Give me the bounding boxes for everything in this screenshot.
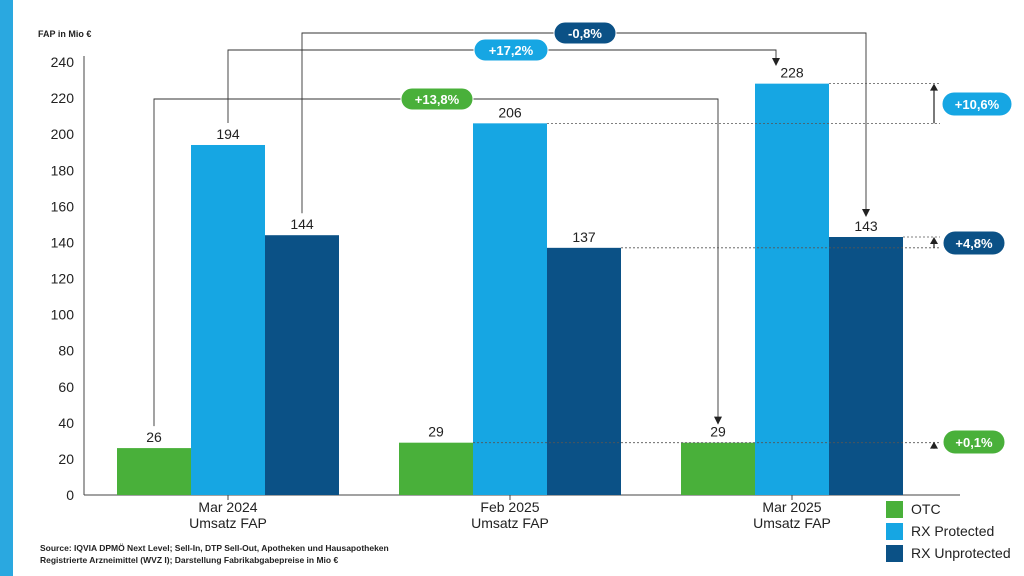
otc-mom-badge: +0,1% bbox=[942, 429, 1006, 455]
otc-mom-arrow-head bbox=[930, 441, 938, 449]
rxp-yoy-badge: +17,2% bbox=[473, 38, 549, 62]
y-tick-label: 240 bbox=[51, 54, 75, 70]
source-line-2: Registrierte Arzneimittel (WVZ I); Darst… bbox=[40, 555, 339, 565]
legend-swatch bbox=[886, 522, 903, 540]
y-tick-label: 160 bbox=[51, 198, 75, 214]
legend-item: RX Unprotected bbox=[886, 544, 1011, 562]
otc-yoy-badge: +13,8% bbox=[400, 87, 474, 111]
bar bbox=[547, 247, 621, 495]
rxu-yoy-badge-text: -0,8% bbox=[568, 26, 602, 41]
x-tick-label: Umsatz FAP bbox=[753, 515, 831, 531]
accent-bar bbox=[0, 0, 13, 576]
bar bbox=[473, 123, 547, 495]
legend-swatch bbox=[886, 544, 903, 562]
data-label: 144 bbox=[290, 216, 314, 232]
bar bbox=[117, 448, 191, 495]
rxp-mom-arrow-head bbox=[930, 83, 938, 91]
otc-mom-badge-text: +0,1% bbox=[955, 435, 993, 450]
y-tick-label: 0 bbox=[66, 487, 74, 503]
annotations: +13,8% +17,2% -0,8% +10,6% +4,8% +0,1% bbox=[153, 21, 1013, 455]
legend-label: RX Protected bbox=[911, 523, 995, 539]
data-label: 26 bbox=[146, 429, 162, 445]
data-label: 29 bbox=[428, 424, 444, 440]
legend-label: OTC bbox=[911, 501, 941, 517]
rxu-mom-badge-bg bbox=[942, 230, 1006, 256]
otc-yoy-badge-text: +13,8% bbox=[415, 92, 460, 107]
rxu-mom-badge-text: +4,8% bbox=[955, 236, 993, 251]
data-label: 137 bbox=[572, 229, 596, 245]
bar bbox=[399, 442, 473, 495]
rxp-mom-badge: +10,6% bbox=[941, 91, 1013, 117]
bars bbox=[117, 83, 903, 496]
legend-swatch bbox=[886, 500, 903, 518]
y-axis-label: FAP in Mio € bbox=[38, 29, 91, 39]
y-tick-label: 120 bbox=[51, 271, 75, 287]
x-tick-label: Feb 2025 bbox=[480, 499, 539, 515]
x-tick-label: Mar 2025 bbox=[762, 499, 821, 515]
rxu-mom-arrow-head bbox=[930, 237, 938, 245]
y-tick-label: 100 bbox=[51, 307, 75, 323]
bar bbox=[755, 83, 829, 496]
rxp-yoy-badge-bg bbox=[473, 38, 549, 62]
data-label: 206 bbox=[498, 104, 522, 120]
otc-yoy-badge-bg bbox=[400, 87, 474, 111]
y-tick-label: 220 bbox=[51, 90, 75, 106]
bar bbox=[191, 144, 265, 495]
legend-item: OTC bbox=[886, 500, 941, 518]
legend-label: RX Unprotected bbox=[911, 545, 1011, 561]
data-label: 194 bbox=[216, 126, 240, 142]
otc-mom-badge-bg bbox=[942, 429, 1006, 455]
data-labels: 26 29 29 194 206 228 144 137 143 bbox=[146, 65, 878, 445]
y-tick-label: 200 bbox=[51, 126, 75, 142]
x-tick-label: Umsatz FAP bbox=[189, 515, 267, 531]
data-label: 29 bbox=[710, 424, 726, 440]
bar bbox=[681, 442, 755, 495]
y-tick-label: 40 bbox=[58, 415, 74, 431]
rxu-yoy-badge-bg bbox=[553, 21, 617, 45]
data-label: 228 bbox=[780, 65, 804, 81]
data-label: 143 bbox=[854, 218, 878, 234]
bar bbox=[265, 235, 339, 495]
rxp-mom-badge-bg bbox=[941, 91, 1013, 117]
y-tick-label: 60 bbox=[58, 379, 74, 395]
bar bbox=[829, 237, 903, 496]
y-tick-label: 20 bbox=[58, 451, 74, 467]
y-tick-label: 80 bbox=[58, 343, 74, 359]
rxp-mom-badge-text: +10,6% bbox=[955, 97, 1000, 112]
axes: FAP in Mio € 0 20 40 60 80 100 120 140 160 180 200 2… bbox=[38, 29, 960, 531]
rxu-mom-badge: +4,8% bbox=[942, 230, 1006, 256]
rxu-yoy-badge: -0,8% bbox=[553, 21, 617, 45]
y-tick-label: 180 bbox=[51, 162, 75, 178]
source-line-1: Source: IQVIA DPMÖ Next Level; Sell-In, … bbox=[40, 543, 389, 553]
x-tick-label: Umsatz FAP bbox=[471, 515, 549, 531]
y-tick-label: 140 bbox=[51, 234, 75, 250]
x-tick-label: Mar 2024 bbox=[198, 499, 257, 515]
legend-item: RX Protected bbox=[886, 522, 994, 540]
rxp-yoy-badge-text: +17,2% bbox=[489, 43, 534, 58]
